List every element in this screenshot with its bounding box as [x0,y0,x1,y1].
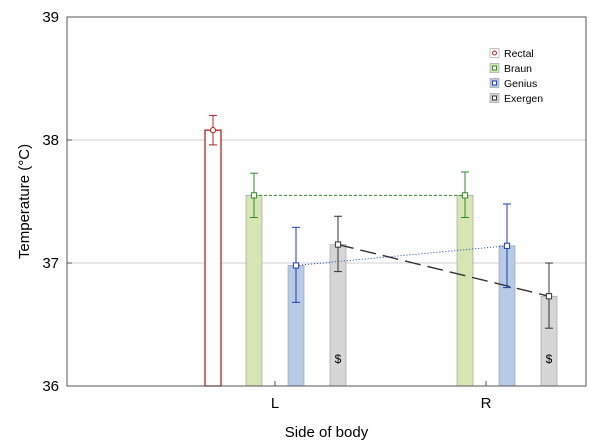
point-marker [209,127,217,134]
x-axis-title: Side of body [285,424,369,440]
connector-genius [295,245,508,266]
y-tick-label: 38 [42,132,59,149]
bar-braun-R [456,195,474,387]
bar-rectal-L [204,129,222,387]
x-tick-label: R [481,395,492,412]
ticks-layer: 36 37 38 39 L R [42,9,491,412]
legend-label: Rectal [504,48,534,60]
legend-marker [492,95,497,101]
y-tick-label: 39 [42,9,59,26]
significance-annotation: $ [546,352,553,366]
y-tick-label: 36 [42,378,59,395]
significance-annotation: $ [335,352,342,366]
point-marker [503,242,511,249]
point-marker [461,192,469,199]
y-axis-title: Temperature (°C) [16,144,33,259]
legend-marker [492,65,497,71]
plot-frame [66,16,587,387]
connector-exergen [337,243,550,297]
legend-label: Braun [504,63,532,75]
y-tick-label: 37 [42,255,59,272]
legend-label: Genius [504,78,537,90]
point-marker [250,192,258,199]
bars-layer [204,129,558,387]
connector-lines-layer [254,194,550,297]
legend-label: Exergen [504,93,543,105]
point-marker [334,241,342,248]
point-marker [545,293,553,300]
error-bars-layer [209,114,553,329]
bar-braun-L [245,195,263,387]
x-tick-label: L [271,395,279,412]
legend: Rectal Braun Genius Exergen [489,48,543,105]
legend-marker [492,50,497,56]
point-marker [292,262,300,269]
legend-marker [492,80,497,86]
annotations-layer: $ $ [335,352,553,366]
